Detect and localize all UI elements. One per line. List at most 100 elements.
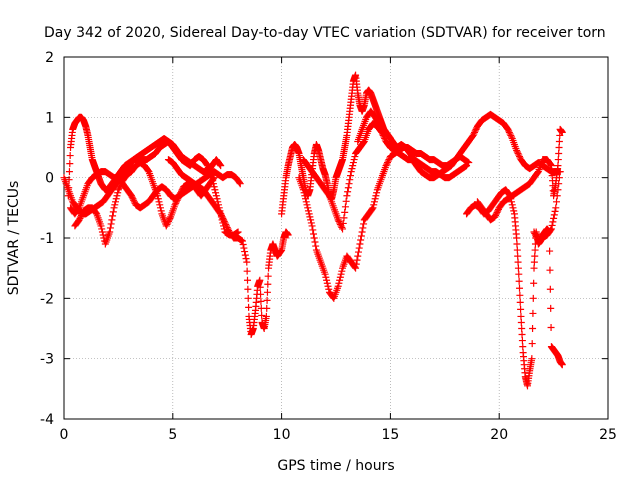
data-point [117,180,125,188]
data-point [534,169,542,177]
data-point [546,247,554,255]
data-point [514,264,522,272]
data-point [491,213,499,221]
data-point [529,294,537,302]
tick-layer: 0 5 10 15 20 25 -4 -3 -2 -1 0 1 2 [40,50,617,443]
data-point [258,311,266,319]
data-point [516,284,524,292]
data-point [307,219,315,227]
data-point [306,213,314,221]
data-point [546,285,554,293]
data-point [220,216,228,224]
data-point [355,244,363,252]
data-point [352,264,360,272]
data-point [116,183,124,191]
data-point [304,204,312,212]
data-point [238,237,246,245]
data-point [301,192,309,200]
data-point [492,210,500,218]
data-point [354,252,362,260]
data-point [177,189,185,197]
data-point [156,204,164,212]
data-point [212,189,220,197]
data-point [97,222,105,230]
data-point [547,161,555,169]
data-point [263,296,271,304]
data-point [117,181,125,189]
x-tick-label: 10 [273,427,291,443]
data-point [494,207,502,215]
data-point [129,195,137,203]
data-point [157,207,165,215]
data-point [353,256,361,264]
data-point [173,196,181,204]
data-point [351,153,359,161]
data-point [109,208,117,216]
data-point [341,208,349,216]
data-point [76,214,84,222]
data-point [144,167,152,175]
data-point [245,303,253,311]
data-point [325,191,333,199]
chart-title: Day 342 of 2020, Sidereal Day-to-day VTE… [44,25,606,41]
data-point [530,264,538,272]
data-point [156,201,164,209]
data-point [471,127,479,135]
data-point [310,234,318,242]
data-point [244,285,252,293]
data-point [304,207,312,215]
data-point [547,226,555,234]
data-point [506,130,514,138]
data-point [234,228,242,236]
data-point [347,168,355,176]
data-point [109,212,117,220]
data-series [64,113,225,200]
data-point [339,219,347,227]
data-point [217,211,225,219]
data-point [75,205,83,213]
data-point [66,152,74,160]
data-point [257,290,265,298]
data-point [310,230,318,238]
data-point [513,148,521,156]
data-point [256,276,264,284]
data-point [302,198,310,206]
data-point [98,228,106,236]
data-point [307,216,315,224]
data-point [518,337,526,345]
data-point [555,174,563,182]
data-point [517,305,525,313]
data-point [336,273,344,281]
data-point [284,231,292,239]
data-point [211,186,219,194]
data-point [65,176,73,184]
data-point [65,184,73,192]
data-point [359,224,367,232]
data-point [106,224,114,232]
data-point [163,220,171,228]
data-point [110,204,118,212]
data-point [111,198,119,206]
y-tick-label: -3 [40,352,54,368]
data-point [311,238,319,246]
data-point [504,125,512,133]
data-point [321,270,329,278]
data-point [550,214,558,222]
data-point [382,162,390,170]
data-point [469,131,477,139]
data-point [241,248,249,256]
data-point [507,131,515,139]
data-point [510,207,518,215]
data-point [531,246,539,254]
data-point [114,189,122,197]
data-point [463,162,471,170]
data-point [312,242,320,250]
data-point [176,190,184,198]
data-point [385,156,393,164]
data-point [166,214,174,222]
data-point [130,196,138,204]
data-point [178,186,186,194]
data-point [516,298,524,306]
data-point [530,228,538,236]
